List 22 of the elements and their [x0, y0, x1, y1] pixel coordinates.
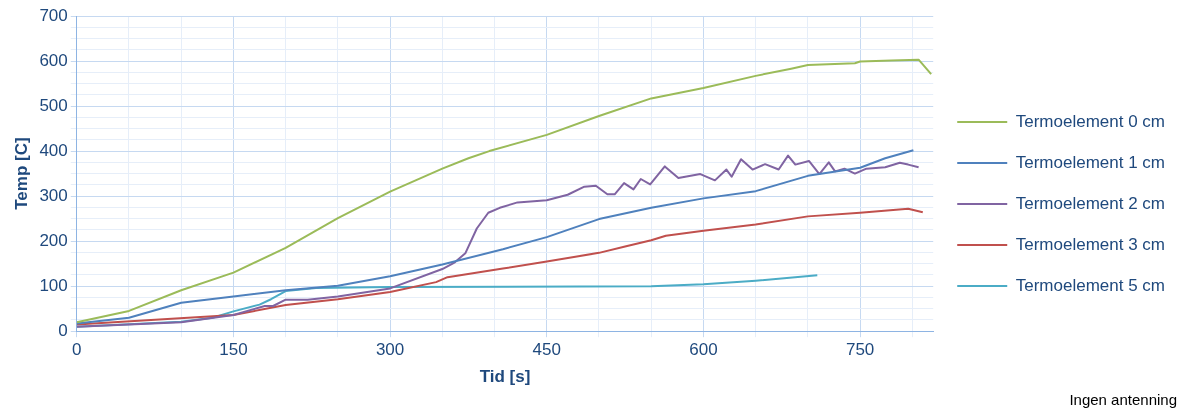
x-tick-label: 750	[845, 340, 875, 360]
legend-label: Termoelement 1 cm	[1015, 152, 1166, 172]
text: Ingen antenning	[1069, 390, 1177, 408]
y-tick-label: 100	[39, 275, 68, 295]
y-tick-label: 200	[39, 230, 68, 250]
y-tick-label: 300	[39, 185, 68, 205]
legend-label: Termoelement 2 cm	[1015, 193, 1166, 213]
legend-label: Termoelement 3 cm	[1015, 234, 1166, 254]
x-tick-label: 600	[689, 340, 718, 360]
y-tick-label: 700	[39, 5, 68, 25]
y-tick-label: 500	[39, 95, 68, 115]
legend-label: Termoelement 0 cm	[1015, 111, 1166, 131]
y-tick-label: 400	[39, 140, 68, 160]
x-tick-label: 450	[532, 340, 561, 360]
legend-label: Termoelement 5 cm	[1015, 275, 1166, 295]
y-tick-label: 0	[58, 320, 68, 340]
x-tick-label: 0	[72, 340, 82, 360]
y-tick-label: 600	[39, 50, 68, 70]
x-axis-title: Tid [s]	[479, 367, 531, 387]
x-tick-label: 300	[375, 340, 405, 360]
y-axis-title: Temp [C]	[11, 137, 31, 210]
x-tick-label: 150	[219, 340, 248, 360]
